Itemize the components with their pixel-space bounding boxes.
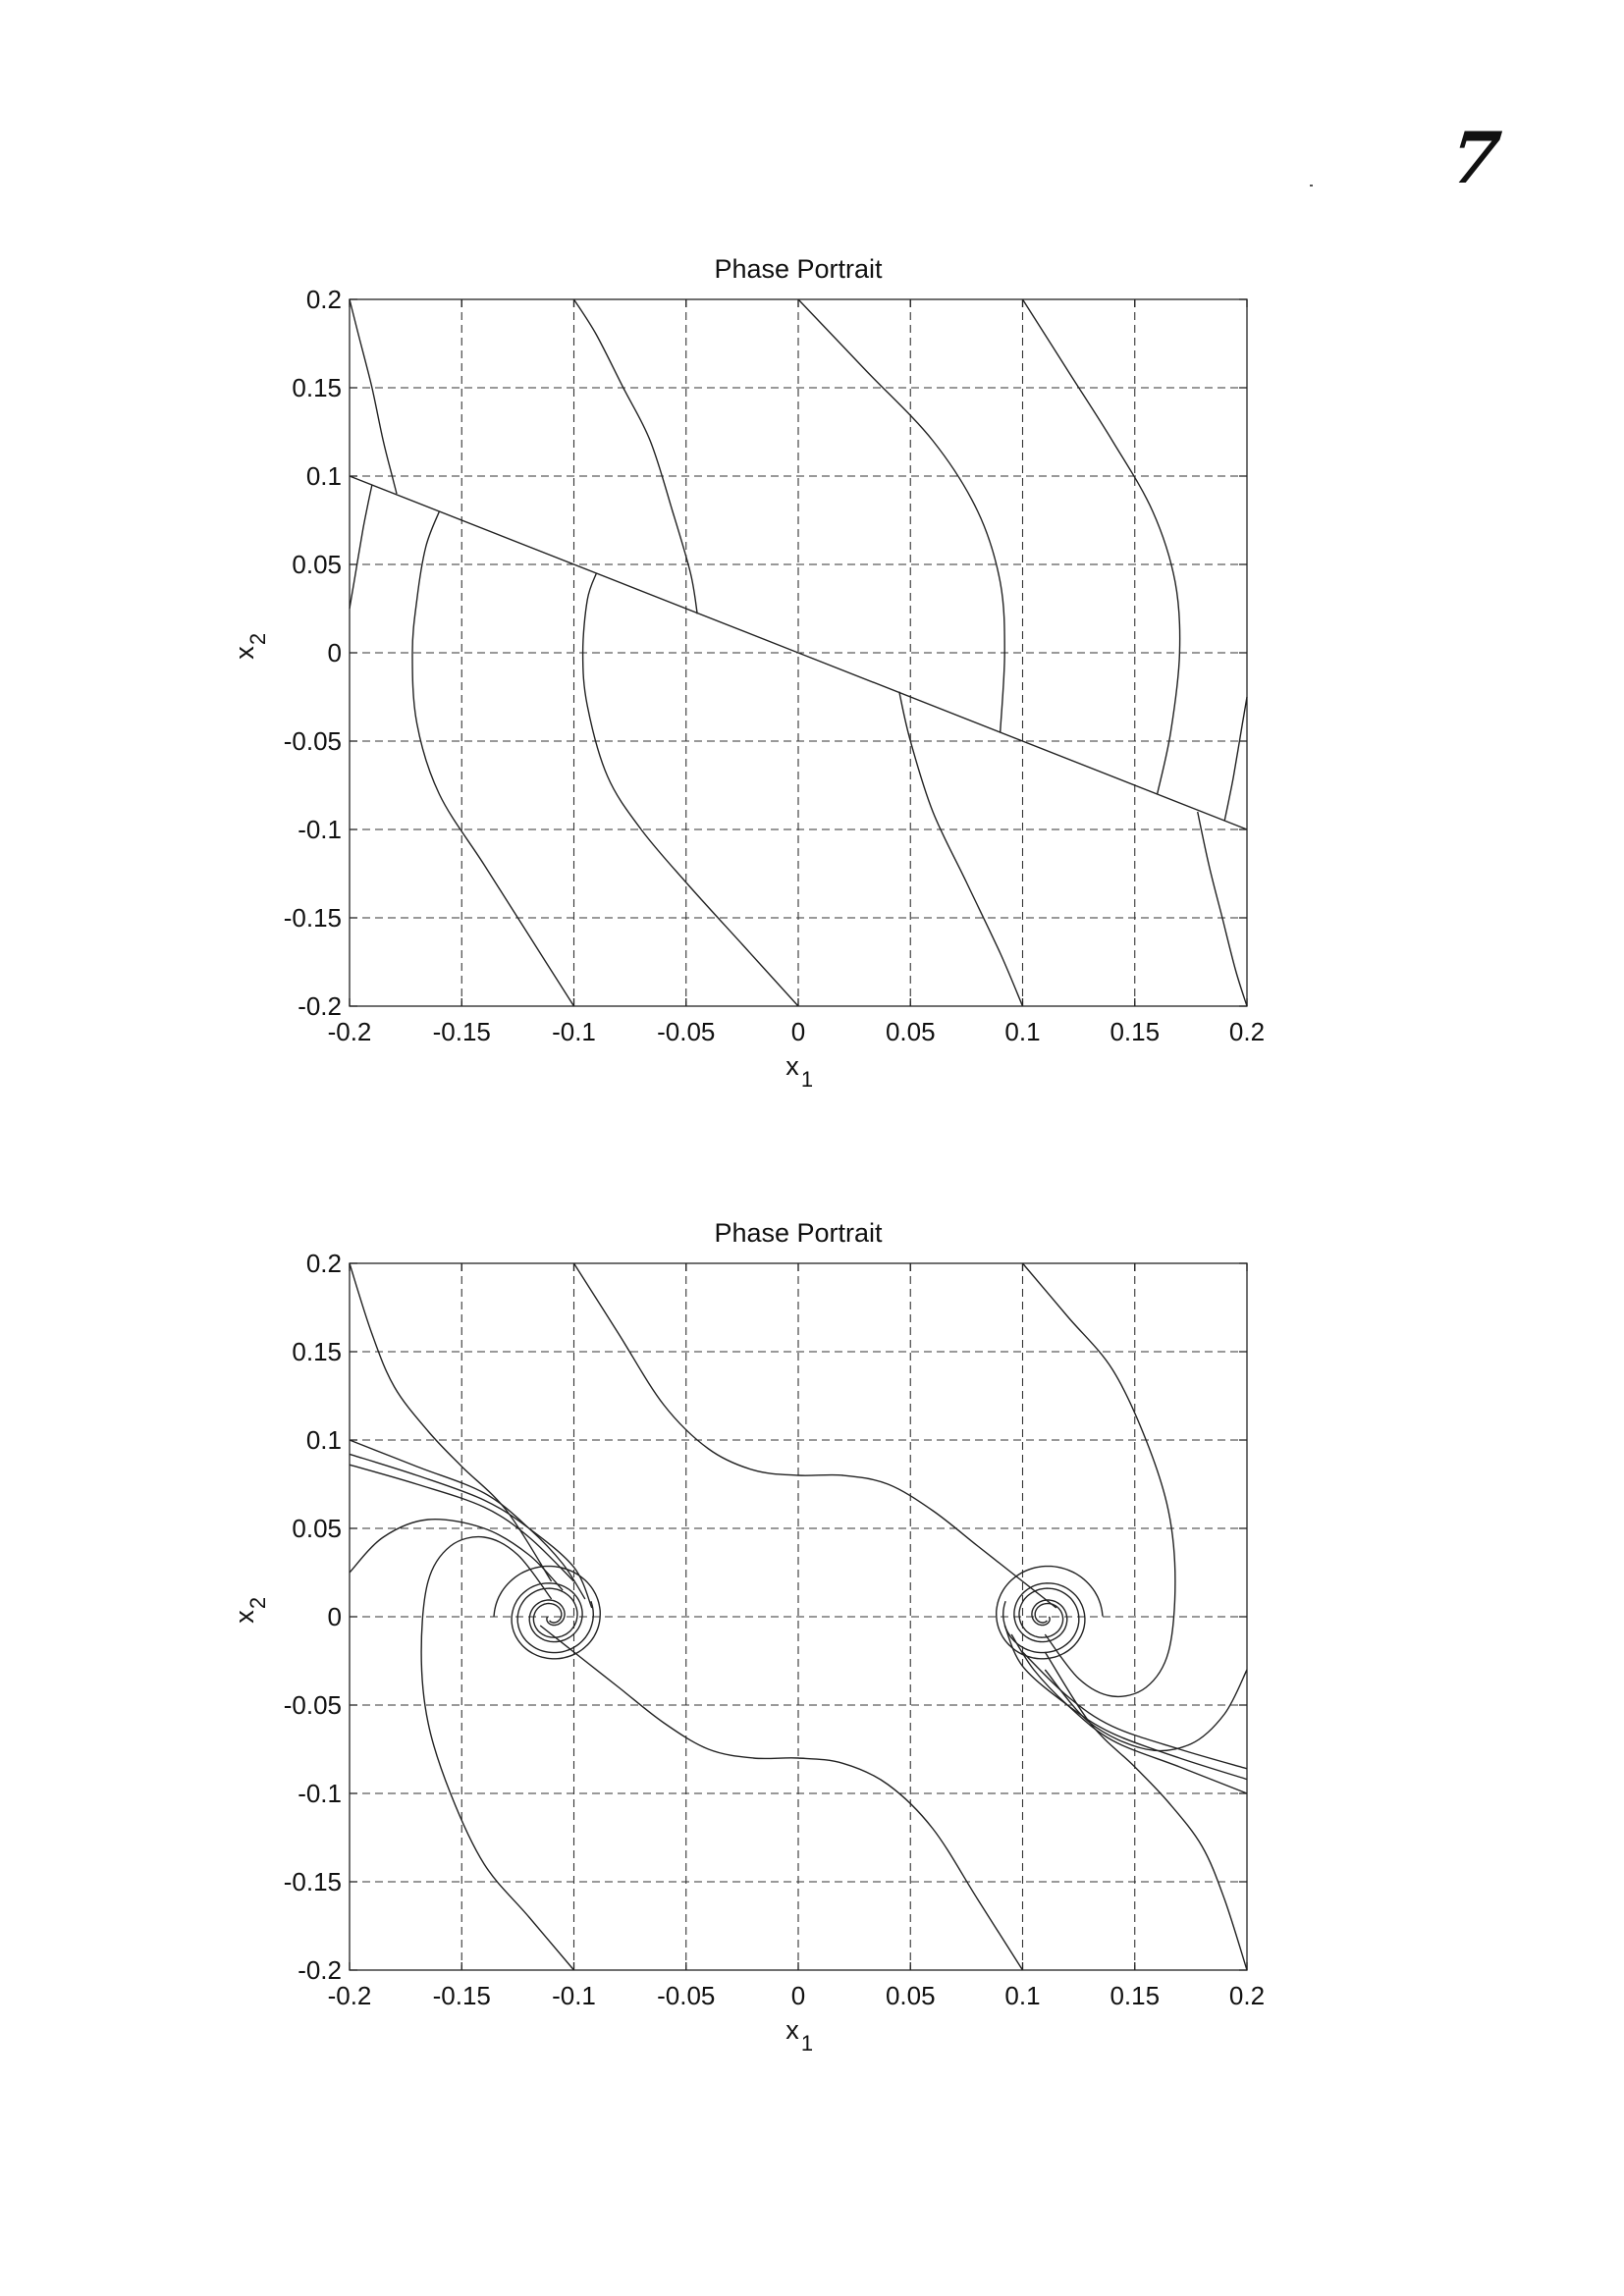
chart-title: Phase Portrait <box>714 254 883 284</box>
y-tick-label: 0.05 <box>292 1514 342 1543</box>
spiral-focus-1 <box>493 1565 601 1660</box>
x-tick-label: -0.05 <box>657 1981 715 2010</box>
y-tick-label: 0.1 <box>306 461 342 491</box>
trajectory-4 <box>1044 1651 1248 1971</box>
y-axis-label-subscript: 2 <box>245 633 270 645</box>
y-tick-label: -0.15 <box>284 1867 342 1896</box>
y-tick-label: -0.2 <box>298 1955 342 1985</box>
scan-speck <box>1310 185 1313 187</box>
trajectory-6 <box>420 1535 575 1971</box>
y-axis-label: x <box>230 1610 259 1624</box>
trajectory-2 <box>539 1625 1024 1971</box>
trajectory-3 <box>349 1262 553 1582</box>
x-tick-label: -0.15 <box>433 1017 491 1046</box>
x-tick-label: 0 <box>791 1981 805 2010</box>
y-tick-label: 0.2 <box>306 1249 342 1278</box>
x-tick-label: -0.15 <box>433 1981 491 2010</box>
trajectory-9 <box>349 1464 574 1582</box>
y-tick-label: -0.05 <box>284 1690 342 1720</box>
x-tick-label: -0.1 <box>552 1981 596 2010</box>
y-tick-label: -0.1 <box>298 815 342 844</box>
y-tick-label: -0.15 <box>284 903 342 933</box>
y-tick-label: 0.15 <box>292 373 342 402</box>
x-tick-label: -0.1 <box>552 1017 596 1046</box>
chart-title: Phase Portrait <box>714 1218 883 1248</box>
trajectory-8 <box>349 1453 593 1609</box>
spiral-focus-inner-2 <box>1001 1587 1080 1654</box>
x-axis-label-subscript: 1 <box>801 1067 813 1092</box>
x-tick-label: 0.15 <box>1110 1981 1160 2010</box>
trajectory-1 <box>349 475 1248 830</box>
trajectory-5 <box>572 298 698 614</box>
y-axis-label: x <box>230 646 259 660</box>
trajectory-4 <box>411 510 575 1007</box>
trajectory-7 <box>349 1439 586 1600</box>
x-tick-label: 0.1 <box>1004 1017 1040 1046</box>
trajectory-11 <box>1223 696 1248 822</box>
trajectory-10 <box>1197 811 1248 1007</box>
x-tick-label: 0 <box>791 1017 805 1046</box>
y-tick-label: -0.2 <box>298 991 342 1021</box>
x-tick-label: 0.05 <box>886 1981 936 2010</box>
trajectory-12 <box>1003 1625 1248 1781</box>
spiral-focus-2 <box>996 1565 1104 1660</box>
x-axis-label-subscript: 1 <box>801 2031 813 2056</box>
x-tick-label: -0.05 <box>657 1017 715 1046</box>
x-tick-label: 0.2 <box>1229 1981 1265 2010</box>
y-tick-label: 0.15 <box>292 1337 342 1366</box>
y-tick-label: -0.1 <box>298 1779 342 1808</box>
x-tick-label: 0.1 <box>1004 1981 1040 2010</box>
spiral-focus-inner-1 <box>516 1587 595 1654</box>
trajectory-14 <box>1044 1669 1248 1752</box>
trajectory-9 <box>1021 298 1181 795</box>
trajectory-7 <box>797 298 1005 733</box>
trajectory-5 <box>1021 1262 1176 1698</box>
y-tick-label: -0.05 <box>284 726 342 756</box>
y-tick-label: 0.2 <box>306 285 342 314</box>
x-tick-label: 0.05 <box>886 1017 936 1046</box>
trajectory-3 <box>349 484 373 610</box>
x-tick-label: -0.2 <box>328 1981 372 2010</box>
y-axis-label-subscript: 2 <box>245 1597 270 1609</box>
x-tick-label: -0.2 <box>328 1017 372 1046</box>
y-tick-label: 0 <box>328 1602 342 1631</box>
x-tick-label: 0.15 <box>1110 1017 1160 1046</box>
y-tick-label: 0 <box>328 638 342 667</box>
trajectory-6 <box>581 572 799 1007</box>
trajectory-13 <box>1022 1651 1248 1770</box>
x-axis-label: x <box>785 2015 799 2045</box>
trajectory-10 <box>349 1519 564 1591</box>
y-tick-label: 0.1 <box>306 1425 342 1455</box>
x-axis-label: x <box>785 1051 799 1081</box>
chart-1: -0.2 -0.15 -0.1 -0.05 0 0.05 0.1 0.15 0.2 -0.2 -0.… <box>230 254 1265 1092</box>
trajectory-1 <box>572 1262 1057 1609</box>
chart-2: -0.2 -0.15 -0.1 -0.05 0 0.05 0.1 0.15 0.2 -0.2 -0.… <box>230 1218 1265 2056</box>
trajectory-8 <box>898 691 1024 1007</box>
y-tick-label: 0.05 <box>292 550 342 579</box>
x-tick-label: 0.2 <box>1229 1017 1265 1046</box>
trajectory-2 <box>349 298 398 495</box>
trajectory-11 <box>1010 1633 1248 1794</box>
